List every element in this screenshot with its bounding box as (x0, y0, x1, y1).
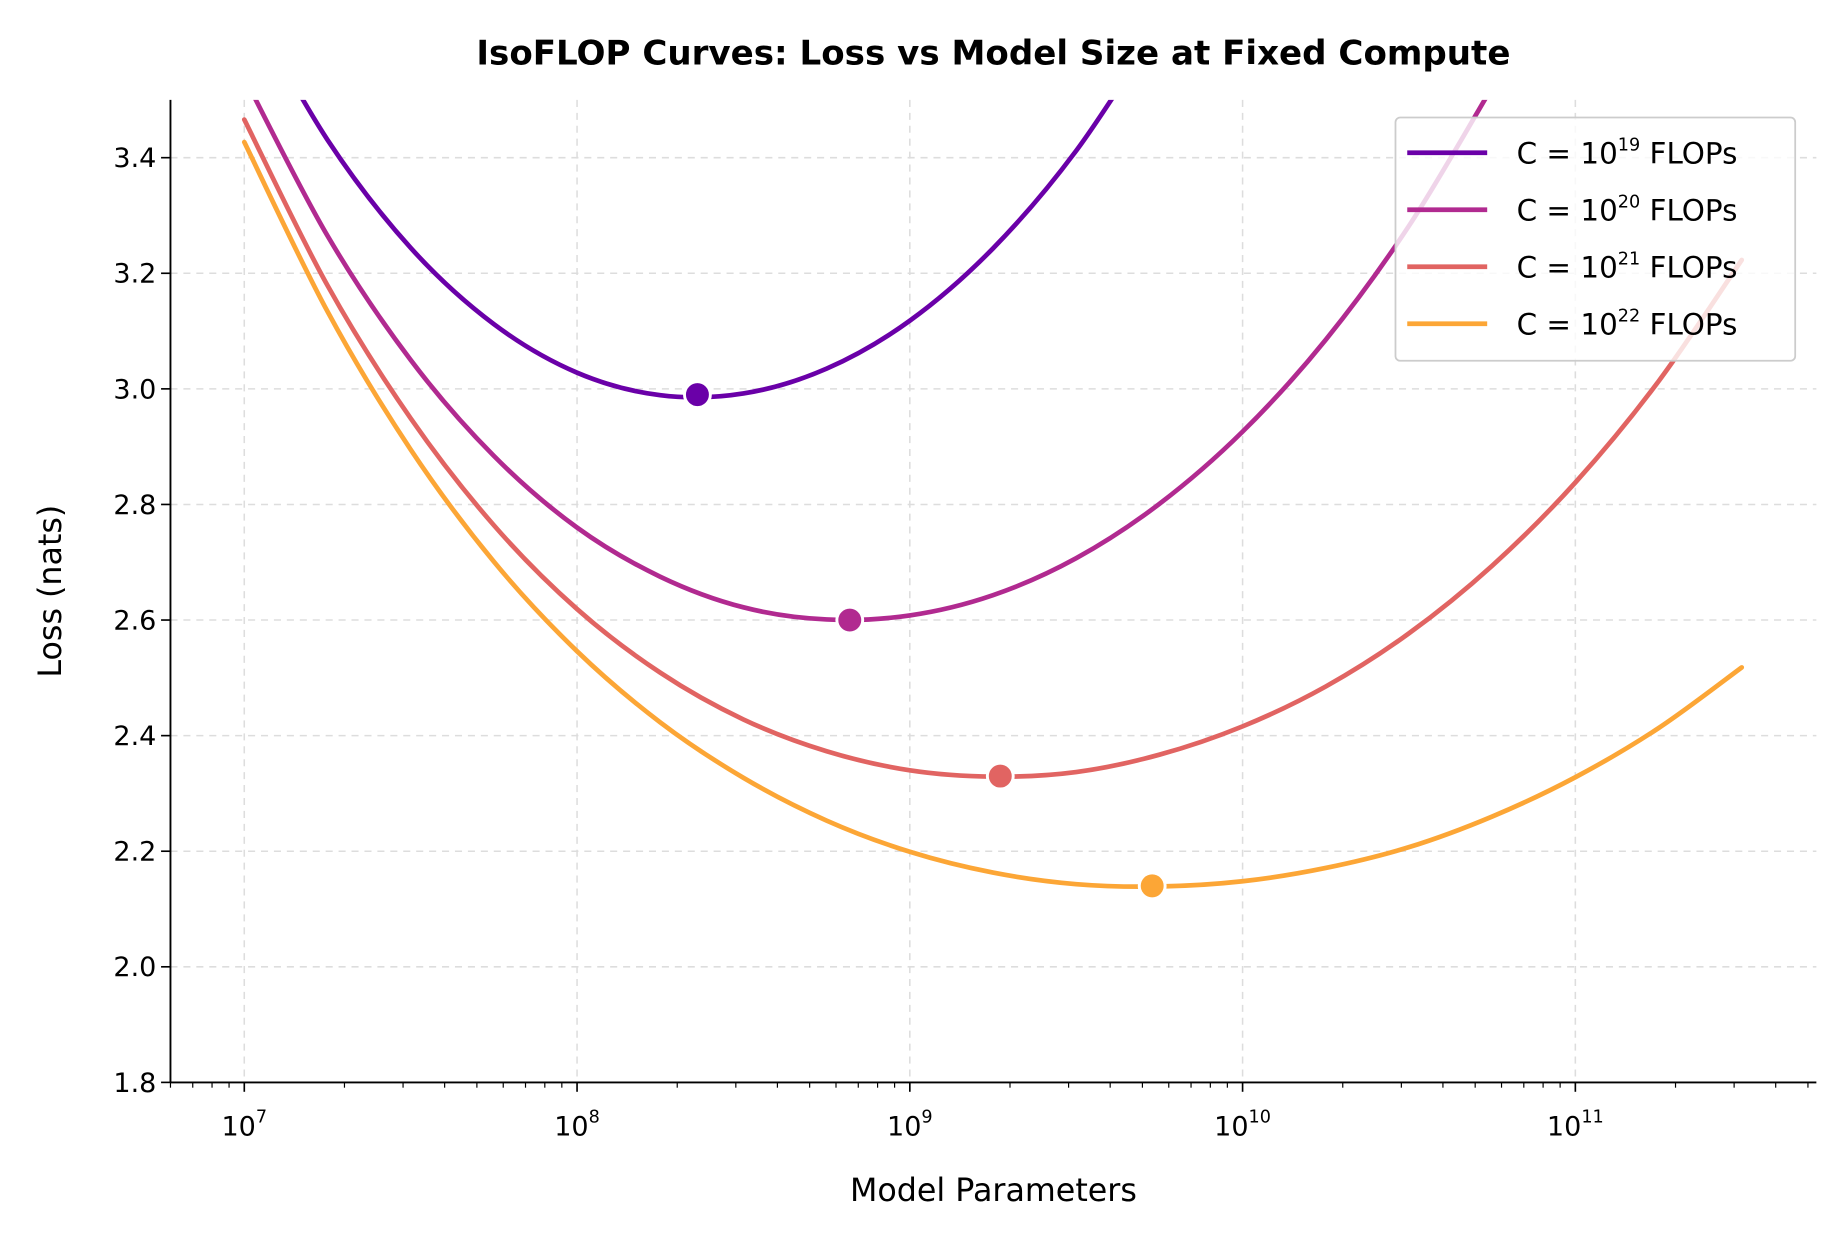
series-line-c22 (241, 139, 1745, 889)
y-axis-label: Loss (nats) (33, 505, 69, 678)
y-tick-label: 2.4 (113, 721, 156, 752)
series-line-c21 (241, 117, 1745, 780)
chart-title: IsoFLOP Curves: Loss vs Model Size at Fi… (476, 34, 1510, 74)
optimum-marker-c22 (1137, 871, 1167, 901)
y-tick-label: 2.8 (113, 490, 156, 521)
optimum-marker-c19 (683, 380, 712, 410)
plot-area (241, 99, 1745, 901)
legend-frame (1394, 116, 1797, 362)
y-tick-label: 2.6 (113, 605, 156, 636)
x-tick-label: 1010 (1214, 1107, 1271, 1142)
y-tick-label: 3.0 (113, 374, 156, 405)
legend: C = 1019 FLOPs C = 1020 FLOPs C = 1021 FLO… (1394, 116, 1797, 362)
y-tick-label: 3.2 (113, 259, 156, 290)
legend-label-c21: C = 1021 FLOPs (1517, 249, 1738, 284)
y-tick-label: 1.8 (113, 1068, 156, 1099)
x-tick-label: 107 (221, 1107, 267, 1142)
x-tick-label: 108 (554, 1107, 600, 1142)
y-tick-label: 2.2 (113, 837, 156, 868)
x-tick-label: 109 (887, 1107, 933, 1142)
legend-label-c20: C = 1020 FLOPs (1517, 192, 1738, 227)
ticks: 107 108 109 1010 1011 1.8 2.0 2.2 2.4 2.6 2.8 3.0 3.… (113, 143, 1809, 1142)
x-axis-label: Model Parameters (850, 1173, 1137, 1209)
legend-label-c19: C = 1019 FLOPs (1517, 135, 1738, 170)
y-tick-label: 2.0 (113, 952, 156, 983)
x-tick-label: 1011 (1547, 1107, 1604, 1142)
legend-label-c22: C = 1022 FLOPs (1517, 306, 1738, 341)
y-tick-label: 3.4 (113, 143, 156, 174)
optimum-marker-c20 (835, 605, 865, 635)
optimum-marker-c21 (985, 761, 1015, 791)
